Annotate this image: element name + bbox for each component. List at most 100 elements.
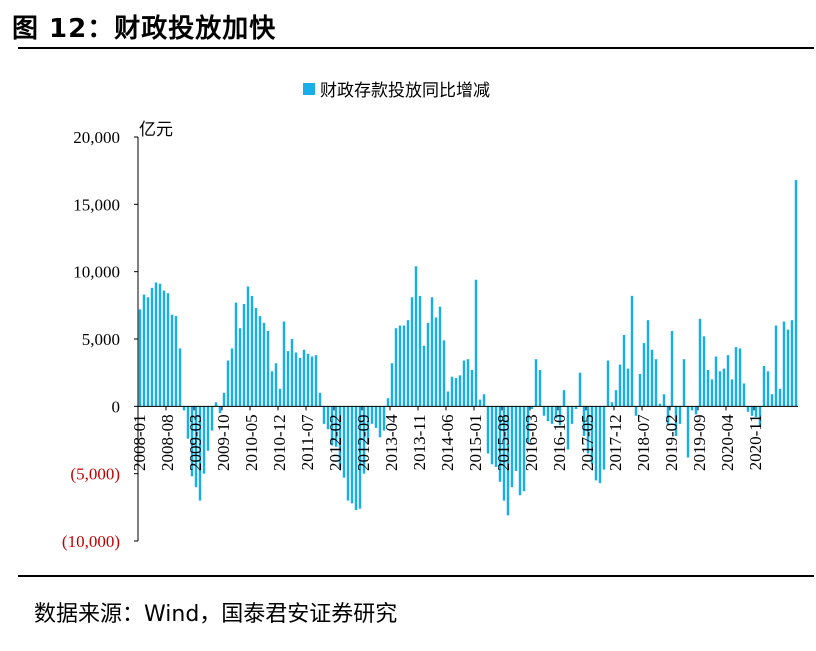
bar bbox=[750, 406, 754, 416]
bar bbox=[182, 406, 186, 411]
y-tick-labels: 20,000 15,000 10,000 5,000 0 (5,000) (10,000) bbox=[62, 128, 138, 551]
source-note: 数据来源：Wind，国泰君安证券研究 bbox=[34, 602, 398, 627]
bar bbox=[702, 336, 706, 407]
bar bbox=[682, 359, 686, 407]
bar bbox=[150, 287, 154, 407]
x-tick-label: 2018-07 bbox=[634, 414, 653, 471]
bar bbox=[398, 325, 402, 407]
x-tick-label: 2019-02 bbox=[662, 414, 681, 471]
y-tick-label: (10,000) bbox=[62, 532, 120, 551]
bar bbox=[590, 406, 594, 465]
bar bbox=[274, 363, 278, 407]
bar bbox=[326, 406, 330, 430]
bar bbox=[178, 348, 182, 407]
bar bbox=[390, 363, 394, 407]
bar bbox=[494, 406, 498, 467]
bar bbox=[186, 406, 190, 439]
bar bbox=[366, 406, 370, 445]
bar bbox=[466, 359, 470, 407]
bar bbox=[678, 406, 682, 424]
bar bbox=[642, 343, 646, 407]
bar bbox=[594, 406, 598, 481]
bar bbox=[626, 368, 630, 407]
bar bbox=[410, 297, 414, 407]
bar bbox=[546, 406, 550, 422]
bar bbox=[166, 293, 170, 407]
bar bbox=[602, 406, 606, 470]
bar bbox=[498, 406, 502, 482]
bar bbox=[286, 351, 290, 407]
bar bbox=[226, 360, 230, 407]
bar bbox=[718, 371, 722, 407]
bar bbox=[502, 406, 506, 501]
x-tick-label: 2010-12 bbox=[270, 414, 289, 471]
bar bbox=[574, 406, 578, 410]
x-tick-label: 2016-03 bbox=[522, 414, 541, 471]
x-tick-label: 2017-05 bbox=[578, 414, 597, 471]
bar bbox=[454, 378, 458, 407]
bar bbox=[566, 406, 570, 450]
bar bbox=[158, 283, 162, 407]
bar bbox=[754, 406, 758, 418]
bar bbox=[726, 355, 730, 407]
bar bbox=[758, 406, 762, 427]
bar bbox=[526, 406, 530, 443]
bar bbox=[362, 406, 366, 474]
bar bbox=[198, 406, 202, 501]
x-tick-label: 2013-04 bbox=[382, 414, 401, 471]
bar bbox=[478, 399, 482, 407]
x-tick-label: 2008-01 bbox=[130, 414, 149, 471]
bar bbox=[246, 286, 250, 407]
bar bbox=[430, 297, 434, 407]
bar bbox=[578, 372, 582, 407]
bar bbox=[638, 374, 642, 407]
bar bbox=[746, 406, 750, 412]
bar bbox=[694, 406, 698, 415]
bar bbox=[230, 348, 234, 407]
bar bbox=[462, 360, 466, 407]
bar bbox=[222, 392, 226, 407]
bar bbox=[190, 406, 194, 477]
bar bbox=[338, 406, 342, 469]
bar bbox=[658, 403, 662, 407]
bar bbox=[514, 406, 518, 471]
y-tick-label: 10,000 bbox=[73, 263, 120, 282]
bar bbox=[270, 371, 274, 407]
bar bbox=[418, 295, 422, 407]
x-tick-label: 2012-09 bbox=[354, 414, 373, 471]
bar bbox=[530, 406, 534, 410]
bar bbox=[738, 348, 742, 407]
bar bbox=[510, 406, 514, 488]
bar bbox=[214, 402, 218, 407]
bar bbox=[310, 356, 314, 407]
bar bbox=[610, 402, 614, 407]
x-tick-label: 2013-11 bbox=[410, 414, 429, 470]
legend-label: 财政存款投放同比增减 bbox=[320, 81, 490, 101]
bar bbox=[318, 392, 322, 407]
y-tick-label: 15,000 bbox=[73, 195, 120, 214]
bar bbox=[446, 391, 450, 407]
x-tick-label: 2010-05 bbox=[242, 414, 261, 471]
legend: 财政存款投放同比增减 bbox=[303, 81, 490, 101]
bar bbox=[662, 394, 666, 407]
y-tick-label: 0 bbox=[112, 397, 121, 416]
x-tick-label: 2015-01 bbox=[466, 414, 485, 471]
bar bbox=[634, 406, 638, 416]
title-rule bbox=[18, 47, 814, 49]
bar bbox=[582, 406, 586, 436]
bar bbox=[490, 406, 494, 465]
bar bbox=[322, 406, 326, 424]
bar bbox=[350, 406, 354, 504]
bar bbox=[294, 352, 298, 407]
bar bbox=[774, 325, 778, 407]
bar bbox=[354, 406, 358, 511]
bar bbox=[654, 359, 658, 407]
x-tick-label: 2019-09 bbox=[690, 414, 709, 471]
bar bbox=[674, 406, 678, 436]
bar bbox=[138, 309, 142, 407]
bar bbox=[558, 406, 562, 426]
bar bbox=[174, 316, 178, 407]
bar bbox=[698, 318, 702, 407]
bar bbox=[666, 406, 670, 426]
y-axis-unit: 亿元 bbox=[139, 120, 173, 140]
